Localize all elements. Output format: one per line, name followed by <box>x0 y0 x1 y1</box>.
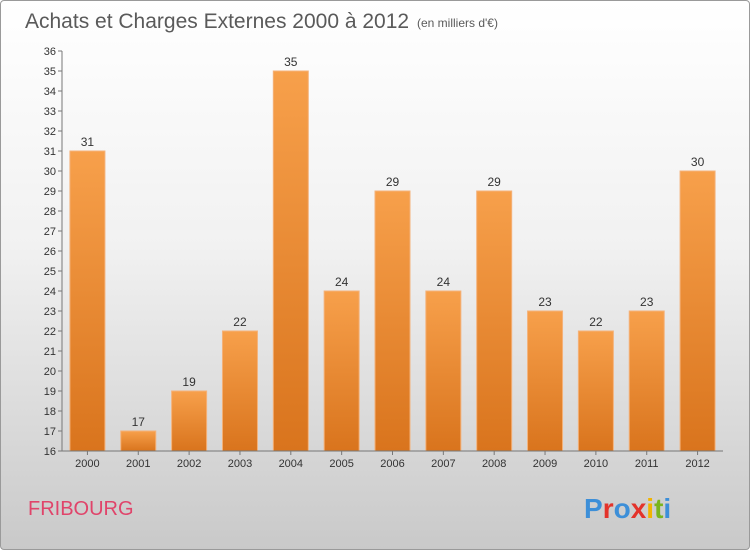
place-name: FRIBOURG <box>28 498 134 520</box>
y-tick-label: 22 <box>44 326 56 338</box>
y-tick-label: 21 <box>44 346 56 358</box>
data-label-2005: 24 <box>335 275 349 289</box>
data-label-2002: 19 <box>182 375 196 389</box>
data-label-2010: 22 <box>589 315 603 329</box>
x-axis: 2000 2001 2002 2003 2004 2005 2006 2007 2008 2009… <box>62 450 723 470</box>
bar-2008 <box>476 190 513 452</box>
y-tick-label: 16 <box>44 446 56 458</box>
bar-2009 <box>527 310 564 452</box>
bar-2002 <box>171 390 208 452</box>
y-tick-label: 26 <box>44 246 56 258</box>
x-tick-label-2009: 2009 <box>533 458 557 470</box>
x-tick-label-2012: 2012 <box>685 458 709 470</box>
data-label-2012: 30 <box>691 155 705 169</box>
x-tick-label-2008: 2008 <box>482 458 506 470</box>
y-tick-label: 29 <box>44 186 56 198</box>
bar-2000 <box>69 150 106 452</box>
proxiti-logo: Proxiti <box>584 493 671 524</box>
x-tick-label-2004: 2004 <box>279 458 303 470</box>
data-label-2007: 24 <box>437 275 451 289</box>
y-tick-label: 23 <box>44 306 56 318</box>
y-tick-label: 34 <box>44 86 56 98</box>
y-tick-label: 27 <box>44 226 56 238</box>
y-tick-label: 36 <box>44 46 56 58</box>
y-tick-label: 18 <box>44 406 56 418</box>
data-label-2008: 29 <box>488 175 502 189</box>
chart-subtitle: (en milliers d'€) <box>417 16 498 30</box>
y-tick-label: 33 <box>44 106 56 118</box>
bar-2006 <box>374 190 411 452</box>
chart-title: Achats et Charges Externes 2000 à 2012 <box>25 10 409 33</box>
y-tick-label: 19 <box>44 386 56 398</box>
x-tick-label-2005: 2005 <box>329 458 353 470</box>
x-tick-label-2003: 2003 <box>228 458 252 470</box>
x-tick-label-2011: 2011 <box>635 458 659 470</box>
y-tick-label: 25 <box>44 266 56 278</box>
x-tick-label-2006: 2006 <box>380 458 404 470</box>
y-tick-label: 31 <box>44 146 56 158</box>
x-tick-label-2007: 2007 <box>431 458 455 470</box>
x-tick-label-2010: 2010 <box>584 458 608 470</box>
bars: 31 17 19 22 35 24 29 24 29 23 22 23 30 <box>69 55 716 452</box>
y-tick-label: 24 <box>44 286 56 298</box>
bar-2003 <box>221 330 258 452</box>
data-label-2011: 23 <box>640 295 654 309</box>
data-label-2003: 22 <box>233 315 247 329</box>
bar-2001 <box>120 430 157 452</box>
y-tick-label: 30 <box>44 166 56 178</box>
bar-2010 <box>577 330 614 452</box>
x-tick-label-2002: 2002 <box>177 458 201 470</box>
data-label-2001: 17 <box>132 415 146 429</box>
bar-2004 <box>272 70 309 452</box>
data-label-2000: 31 <box>81 135 95 149</box>
y-tick-label: 20 <box>44 366 56 378</box>
y-tick-label: 17 <box>44 426 56 438</box>
bar-2012 <box>679 170 716 452</box>
bar-2011 <box>628 310 665 452</box>
y-axis: 16 17 18 19 20 21 22 23 24 25 26 27 28 29 30 31 32 33 34 35… <box>44 46 63 458</box>
data-label-2009: 23 <box>538 295 552 309</box>
data-label-2004: 35 <box>284 55 298 69</box>
y-tick-label: 28 <box>44 206 56 218</box>
x-tick-label-2001: 2001 <box>126 458 150 470</box>
y-tick-label: 32 <box>44 126 56 138</box>
bar-2005 <box>323 290 360 452</box>
x-tick-label-2000: 2000 <box>75 458 99 470</box>
bar-2007 <box>425 290 462 452</box>
y-tick-label: 35 <box>44 66 56 78</box>
data-label-2006: 29 <box>386 175 400 189</box>
